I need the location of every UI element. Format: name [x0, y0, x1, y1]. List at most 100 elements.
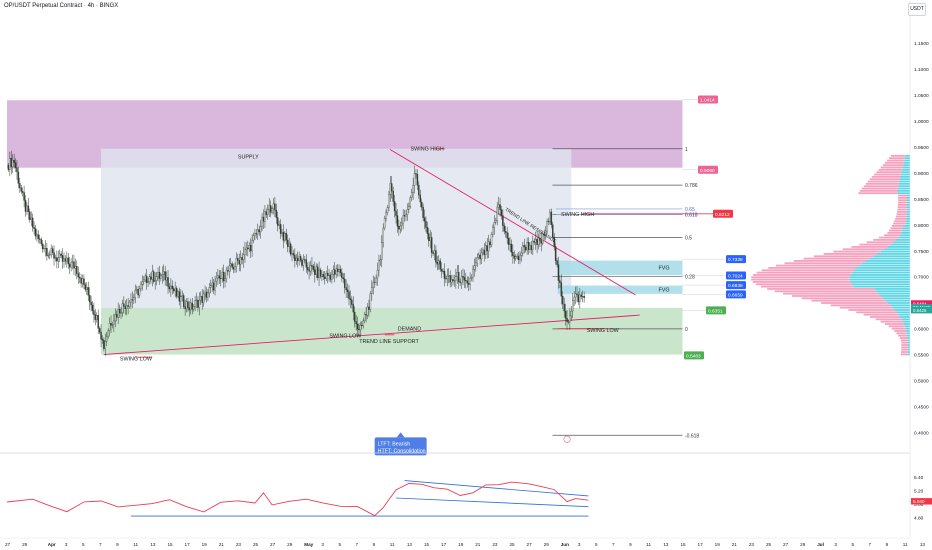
- candle: [175, 287, 178, 297]
- candle: [372, 282, 374, 288]
- volume-profile-bar: [891, 327, 906, 330]
- fib-label: -0.618: [685, 433, 699, 439]
- volume-profile-bar: [901, 232, 910, 234]
- candle: [576, 293, 578, 295]
- candle: [466, 280, 469, 284]
- annotation-label: TREND LINE SUPPORT: [359, 339, 419, 345]
- time-axis-tick: 5: [82, 542, 85, 547]
- candle: [262, 216, 265, 222]
- candle: [232, 267, 235, 270]
- price-tag[interactable]: [698, 165, 718, 174]
- candle: [420, 201, 423, 208]
- volume-profile-bar: [880, 295, 910, 297]
- volume-profile-bar: [792, 295, 881, 297]
- currency-button[interactable]: USDT: [908, 3, 926, 16]
- price-tag[interactable]: [726, 281, 746, 290]
- volume-profile-bar: [896, 311, 910, 314]
- price-tag[interactable]: [684, 351, 704, 360]
- volume-profile-bar: [907, 351, 910, 353]
- candle: [552, 224, 554, 238]
- candle: [433, 250, 436, 254]
- candle: [570, 310, 573, 317]
- candle: [185, 301, 188, 310]
- price-tag[interactable]: [706, 306, 726, 315]
- time-axis-tick: May: [304, 542, 313, 547]
- candle: [322, 274, 325, 278]
- candle: [145, 275, 148, 283]
- volume-profile-bar: [904, 157, 910, 160]
- candle: [399, 225, 402, 230]
- candle: [225, 270, 228, 280]
- volume-profile-bar: [878, 292, 910, 295]
- volume-profile-bar: [902, 320, 910, 323]
- price-tag[interactable]: [726, 271, 746, 280]
- candle: [435, 250, 437, 263]
- candle: [429, 237, 431, 241]
- candle: [439, 260, 441, 270]
- candle: [516, 255, 518, 257]
- candle: [406, 209, 409, 216]
- volume-profile-bar: [906, 330, 910, 332]
- candle: [472, 269, 474, 278]
- candle: [138, 288, 141, 296]
- candle: [311, 265, 313, 267]
- candle: [170, 285, 172, 290]
- price-tag-label: 0.5483: [686, 353, 701, 359]
- volume-profile-bar: [887, 232, 902, 234]
- time-axis-tick: 11: [133, 542, 138, 547]
- current-price-tag: [911, 300, 932, 307]
- candle: [274, 203, 276, 211]
- candle: [509, 243, 511, 245]
- candle: [268, 205, 270, 210]
- candle: [449, 275, 451, 283]
- candle: [16, 167, 18, 173]
- price-tag[interactable]: [726, 255, 746, 264]
- candle: [184, 306, 186, 310]
- candle: [57, 257, 60, 262]
- volume-profile-bar: [756, 283, 852, 286]
- candle: [131, 299, 134, 301]
- candle: [211, 282, 213, 286]
- callout-pointer: [396, 432, 405, 438]
- candle: [567, 321, 570, 323]
- candle: [382, 227, 384, 243]
- candle: [415, 173, 417, 175]
- candle: [137, 289, 139, 296]
- candle: [341, 272, 343, 278]
- candle: [147, 281, 149, 283]
- candle: [500, 209, 503, 216]
- candle: [111, 324, 114, 326]
- volume-profile-bar: [848, 309, 895, 311]
- candle: [445, 278, 447, 280]
- candle: [151, 271, 154, 280]
- volume-profile-bar: [752, 281, 851, 283]
- fib-ext-label: 0.618: [685, 213, 698, 219]
- candle: [432, 252, 434, 254]
- candle: [524, 246, 527, 251]
- volume-profile-bar: [901, 341, 908, 344]
- volume-profile-bar: [893, 222, 906, 225]
- candle: [96, 315, 98, 320]
- candle: [469, 277, 471, 285]
- price-tag[interactable]: [698, 95, 718, 104]
- candle: [493, 222, 496, 228]
- volume-profile-bar: [863, 313, 899, 316]
- price-tag[interactable]: [726, 290, 746, 299]
- candle: [50, 248, 52, 255]
- volume-profile-bar: [751, 276, 850, 279]
- candle: [88, 294, 91, 303]
- price-tag[interactable]: [713, 209, 733, 218]
- volume-profile-bar: [907, 339, 910, 342]
- volume-profile-bar: [906, 332, 910, 335]
- time-axis-tick: 29: [544, 542, 550, 547]
- time-axis-tick: 3: [321, 542, 324, 547]
- candle: [167, 277, 169, 287]
- candle: [499, 204, 501, 210]
- candle: [438, 260, 440, 265]
- candle: [519, 255, 521, 261]
- candle: [288, 243, 290, 247]
- candle: [103, 339, 105, 349]
- volume-profile-bar: [756, 271, 852, 274]
- candle: [318, 269, 320, 278]
